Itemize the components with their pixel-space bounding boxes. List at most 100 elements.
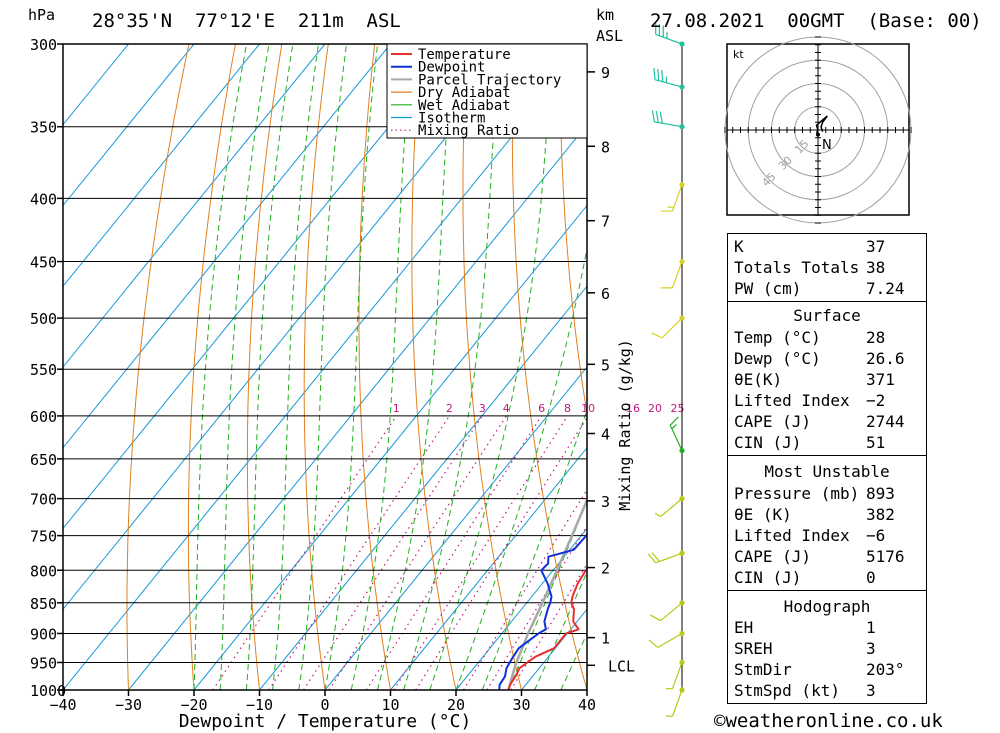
km-tick-label: 8 xyxy=(601,138,610,156)
y-tick-label: 850 xyxy=(30,595,57,613)
wind-level-dot xyxy=(679,687,685,693)
wind-barb-staff xyxy=(654,121,683,128)
wind-barb-flag xyxy=(653,67,656,80)
index-row: StmSpd (kt) 3 xyxy=(730,680,924,701)
dry-adiabat-line xyxy=(978,44,1000,690)
wind-barb-flag xyxy=(655,110,659,123)
copyright-footer: ©weatheronline.co.uk xyxy=(714,710,943,732)
y-tick-label: 800 xyxy=(30,562,57,580)
isotherm-line xyxy=(63,44,326,368)
index-value: −2 xyxy=(866,391,886,410)
km-tick-label: 5 xyxy=(601,356,610,374)
wind-barb-staff xyxy=(657,632,683,648)
x-tick-label: 20 xyxy=(447,696,465,714)
wet-adiabat-line xyxy=(219,44,270,690)
mixing-ratio-label: 6 xyxy=(538,402,545,415)
wind-barb-flag xyxy=(657,69,660,81)
most-unstable-indices: Pressure (mb) 893 θE (K) 382 Lifted Index −6 C… xyxy=(730,483,924,588)
wind-barb-staff xyxy=(660,602,683,622)
wind-level-dot xyxy=(679,315,685,321)
dry-adiabat-line xyxy=(559,44,587,417)
index-row: CIN (J) 51 xyxy=(730,432,924,453)
wind-barb-flag xyxy=(651,552,660,562)
index-row: Dewp (°C) 26.6 xyxy=(730,348,924,369)
legend-label: Parcel Trajectory xyxy=(418,72,561,88)
legend-label: Dry Adiabat xyxy=(418,85,511,101)
y-tick-label: 600 xyxy=(30,408,57,426)
x-tick-label: 40 xyxy=(578,696,596,714)
y-tick-label: 650 xyxy=(30,451,57,469)
mixing-ratio-axis-title: Mixing Ratio (g/kg) xyxy=(616,339,634,511)
isotherm-line xyxy=(63,44,587,690)
hodograph-north-label: N xyxy=(822,138,832,153)
index-value: 1 xyxy=(866,618,876,637)
index-row: CIN (J) 0 xyxy=(730,567,924,588)
km-tick-label: 7 xyxy=(601,213,610,231)
index-label: SREH xyxy=(734,639,773,658)
y-tick-label: 550 xyxy=(30,361,57,379)
mixing-ratio-label: 8 xyxy=(564,402,571,415)
wind-barb-staff xyxy=(661,317,683,339)
lcl-label: LCL xyxy=(608,657,635,675)
wind-barb-flag xyxy=(650,614,661,622)
wind-barb-staff xyxy=(671,261,683,289)
legend-label: Mixing Ratio xyxy=(418,123,519,139)
index-label: Dewp (°C) xyxy=(734,349,821,368)
asl-label: ASL xyxy=(596,27,624,45)
index-label: Lifted Index xyxy=(734,391,850,410)
index-label: θE(K) xyxy=(734,370,783,389)
hodograph-trace xyxy=(815,115,828,134)
index-row: CAPE (J) 2744 xyxy=(730,411,924,432)
x-tick-label: −30 xyxy=(115,696,142,714)
dry-adiabat-line xyxy=(246,44,283,690)
dry-adiabat-line xyxy=(932,44,1000,690)
surface-title: Surface xyxy=(793,306,861,325)
x-axis-title: Dewpoint / Temperature (°C) xyxy=(179,711,472,732)
wind-barb-flag xyxy=(651,110,656,122)
wind-barb-flag xyxy=(659,111,663,124)
legend-label: Temperature xyxy=(418,47,511,63)
wind-barb-flag xyxy=(647,553,657,564)
km-tick-label: 4 xyxy=(601,426,610,444)
isotherm-line xyxy=(455,527,587,690)
index-value: 203° xyxy=(866,660,905,679)
wind-barb-staff xyxy=(655,33,683,45)
x-tick-label: 30 xyxy=(512,696,530,714)
y-tick-label: 900 xyxy=(30,625,57,643)
mixing-ratio-line xyxy=(302,415,483,690)
wet-adiabat-line xyxy=(507,499,587,690)
hodograph-indices-box: Hodograph EH 1 SREH 3 StmDir 203° StmSpd (kt) 3 xyxy=(727,590,927,704)
index-value: 7.24 xyxy=(866,279,905,298)
dry-adiabat-line xyxy=(411,44,457,690)
x-tick-label: 10 xyxy=(381,696,399,714)
wet-adiabat-line xyxy=(534,571,587,690)
wind-level-dot xyxy=(679,41,685,47)
index-label: Temp (°C) xyxy=(734,328,821,347)
y-tick-label: 750 xyxy=(30,528,57,546)
mixing-ratio-label: 20 xyxy=(648,402,662,415)
dry-adiabat-line xyxy=(126,44,190,690)
index-row: CAPE (J) 5176 xyxy=(730,546,924,567)
index-row: PW (cm) 7.24 xyxy=(730,278,924,299)
general-indices: K 37 Totals Totals 38 PW (cm) 7.24 xyxy=(730,236,924,299)
index-value: 5176 xyxy=(866,547,905,566)
x-tick-label: −10 xyxy=(246,696,273,714)
wind-level-dot xyxy=(679,124,685,130)
y-tick-label: 300 xyxy=(30,36,57,54)
index-value: 51 xyxy=(866,433,886,452)
index-value: 3 xyxy=(866,681,876,700)
index-value: 28 xyxy=(866,328,886,347)
index-value: 893 xyxy=(866,484,895,503)
x-tick-label: 0 xyxy=(320,696,329,714)
index-label: Totals Totals xyxy=(734,258,860,277)
mixing-ratio-line xyxy=(393,415,569,690)
index-row: SREH 3 xyxy=(730,638,924,659)
wind-barb-flag xyxy=(651,332,663,339)
y-tick-label: 450 xyxy=(30,254,57,272)
index-row: θE(K) 371 xyxy=(730,369,924,390)
index-value: 2744 xyxy=(866,412,905,431)
general-indices-box: K 37 Totals Totals 38 PW (cm) 7.24 xyxy=(727,233,927,303)
isotherm-line xyxy=(63,44,457,530)
